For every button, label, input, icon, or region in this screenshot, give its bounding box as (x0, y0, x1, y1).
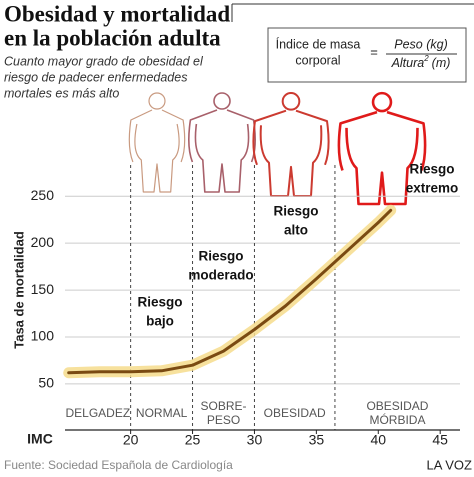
annotation: Riesgo (137, 295, 182, 310)
line (67, 208, 393, 375)
formula-numerator: Peso (kg) (394, 37, 448, 51)
annotation: bajo (146, 314, 174, 329)
figure-head (213, 92, 231, 110)
y-tick-label: 150 (31, 281, 55, 297)
formula-label: Índice de masa (276, 36, 361, 51)
chart-title: Obesidad y mortalidad (4, 1, 230, 26)
band-label: OBESIDAD (366, 399, 428, 413)
formula-box (267, 27, 467, 83)
formula-denominator: Altura2 (m) (391, 54, 451, 70)
figure-body (188, 109, 256, 193)
x-axis-title: IMC (27, 431, 53, 447)
band-label: MÓRBIDA (369, 412, 425, 427)
x-tick-label: 35 (309, 432, 325, 448)
brand: LA VOZ (426, 457, 472, 472)
band-label: NORMAL (136, 406, 188, 420)
annotation: alto (284, 223, 308, 238)
subtitle: riesgo de padecer enfermedades (4, 70, 187, 84)
figure-head (281, 92, 301, 111)
annotation: Riesgo (198, 249, 243, 264)
band-label: OBESIDAD (264, 406, 326, 420)
y-axis-title: Tasa de mortalidad (11, 231, 26, 349)
band-label: PESO (207, 413, 240, 427)
x-tick-label: 45 (432, 432, 448, 448)
x-tick-label: 20 (123, 432, 139, 448)
annotation: extremo (406, 181, 459, 196)
figure-head (371, 91, 393, 113)
formula-denominator-base: Altura (391, 56, 425, 70)
annotation: Riesgo (409, 162, 454, 177)
figure-head (148, 92, 166, 110)
band-label: DELGADEZ (65, 406, 130, 420)
figure-body (252, 109, 330, 197)
figure-body (128, 109, 186, 193)
y-tick-label: 250 (31, 187, 55, 203)
annotation: moderado (188, 268, 253, 283)
annotation: Riesgo (273, 204, 318, 219)
formula-exponent: 2 (423, 54, 429, 63)
x-tick-label: 40 (370, 432, 386, 448)
y-tick-label: 200 (31, 234, 55, 250)
x-tick-label: 30 (247, 432, 263, 448)
chart-title: en la población adulta (4, 25, 221, 50)
subtitle: mortales es más alto (4, 86, 119, 100)
figure-body (337, 110, 427, 206)
band-label: SOBRE- (200, 399, 246, 413)
source: Fuente: Sociedad Española de Cardiología (4, 458, 233, 472)
y-tick-label: 50 (38, 375, 54, 391)
subtitle: Cuanto mayor grado de obesidad el (4, 54, 204, 68)
figures (128, 91, 427, 206)
formula-unit: (m) (432, 56, 451, 70)
formula-label: corporal (295, 53, 340, 67)
formula-equals: = (370, 44, 378, 59)
x-tick-label: 25 (185, 432, 201, 448)
y-tick-label: 100 (31, 328, 55, 344)
